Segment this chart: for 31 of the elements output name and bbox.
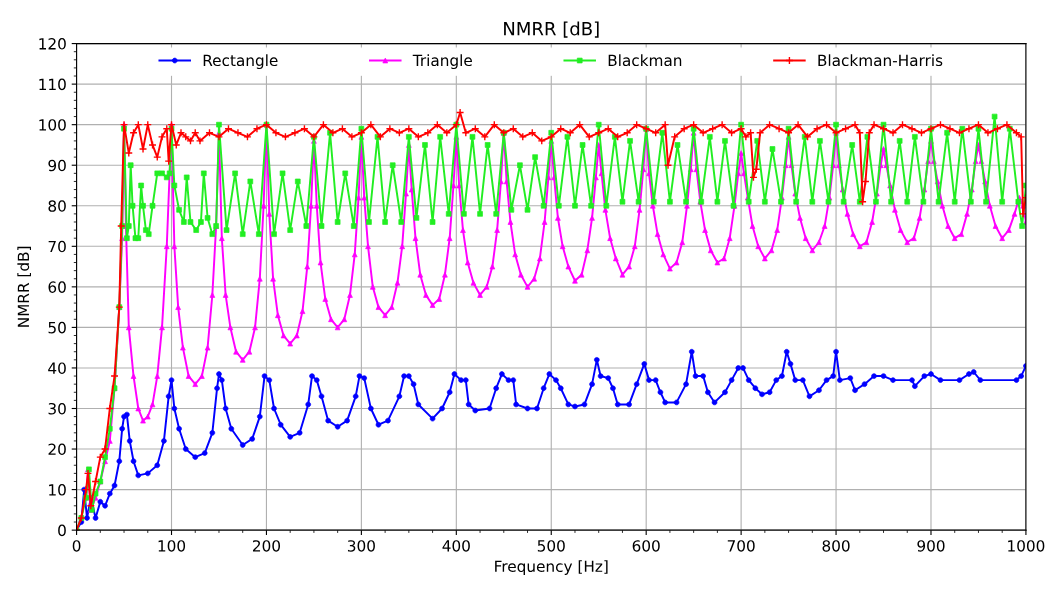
- x-tick-label: 100: [158, 540, 186, 552]
- x-tick-label: 500: [537, 540, 565, 552]
- x-tick-label: 200: [252, 540, 281, 552]
- x-tick-label: 0: [72, 540, 81, 552]
- y-tick-label: 40: [48, 362, 66, 374]
- x-tick-label: 1000: [1008, 540, 1045, 552]
- y-tick-label: 30: [48, 402, 66, 415]
- y-tick-label: 100: [39, 119, 66, 131]
- y-tick-label: 60: [48, 281, 66, 293]
- y-tick-label: 80: [48, 200, 66, 212]
- x-axis-title: Frequency [Hz]: [495, 560, 608, 575]
- y-tick-label: 0: [58, 524, 66, 537]
- y-axis-title: NMRR [dB]: [17, 246, 31, 327]
- y-tick-label: 90: [48, 159, 66, 172]
- x-tick-label: 400: [442, 540, 470, 552]
- legend-label: Blackman: [608, 54, 682, 67]
- x-tick-label: 700: [727, 540, 755, 552]
- legend-label: Blackman-Harris: [818, 54, 943, 67]
- x-tick-label: 800: [822, 540, 850, 552]
- y-tick-label: 10: [49, 484, 66, 496]
- chart-title: NMRR [dB]: [504, 21, 599, 38]
- legend-label: Rectangle: [203, 54, 278, 70]
- legend-label: Triangle: [412, 54, 472, 70]
- y-tick-label: 50: [48, 321, 66, 334]
- y-tick-label: 20: [48, 443, 66, 456]
- y-tick-label: 70: [48, 240, 66, 253]
- y-tick-label: 120: [39, 38, 66, 50]
- x-tick-label: 600: [632, 540, 660, 552]
- x-tick-label: 900: [917, 540, 945, 552]
- x-tick-label: 300: [347, 540, 375, 552]
- y-tick-label: 110: [39, 78, 66, 91]
